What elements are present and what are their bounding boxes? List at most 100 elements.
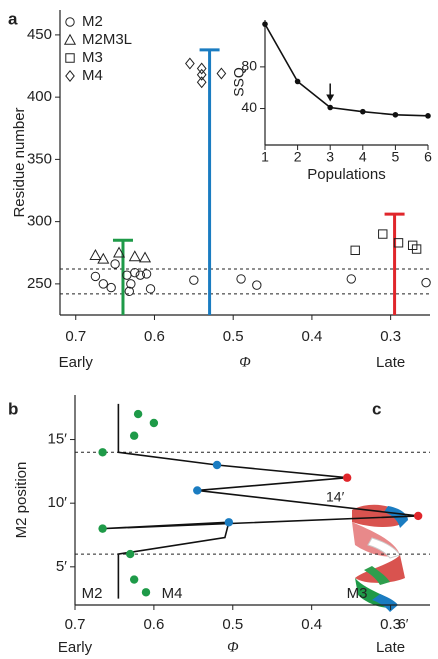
point (90, 271, 101, 282)
point (135, 270, 145, 280)
point (360, 108, 366, 115)
annotation: M2 (82, 585, 103, 602)
x-label: Φ (227, 639, 239, 655)
x-tick-label: 0.7 (65, 616, 86, 633)
panel-label: a (8, 9, 18, 28)
point (196, 62, 207, 75)
point (112, 246, 126, 258)
point (262, 21, 268, 27)
y-label: M2 position (13, 462, 30, 539)
point (89, 249, 102, 260)
point (421, 277, 431, 288)
x-annotation: Late (376, 639, 405, 656)
point (196, 68, 207, 81)
y-tick-label: 15′ (48, 431, 68, 448)
y-tick-label: 10′ (48, 494, 68, 511)
point (392, 111, 399, 118)
point (212, 460, 222, 470)
y-tick-label: 5′ (56, 558, 67, 575)
y-label: Residue number (11, 107, 28, 217)
y-tick-label: 250 (27, 275, 52, 292)
point (145, 284, 156, 294)
point (189, 275, 199, 285)
legend-label: M2 (82, 13, 103, 30)
y-label: SSQ (231, 67, 247, 97)
point (378, 229, 388, 239)
x-tick-label: 0.4 (301, 616, 322, 633)
y-tick-label: 450 (27, 26, 52, 43)
x-tick-label: 4 (359, 149, 367, 165)
y-tick-label: 400 (27, 88, 52, 105)
point (98, 448, 107, 457)
point (393, 238, 404, 248)
y-tick-label: 80 (241, 58, 257, 74)
point (126, 279, 136, 289)
x-tick-label: 1 (261, 149, 269, 165)
legend-label: M3 (82, 49, 103, 66)
x-label: Populations (307, 166, 385, 183)
point (129, 431, 139, 440)
point (98, 279, 108, 289)
x-tick-label: 6 (424, 149, 432, 165)
point (413, 511, 423, 521)
point (342, 473, 352, 482)
point (346, 274, 356, 284)
point (224, 518, 234, 527)
point (185, 57, 195, 70)
x-tick-label: 2 (294, 149, 302, 165)
point (327, 104, 334, 111)
x-tick-label: 0.6 (144, 328, 165, 345)
x-annotation: Early (59, 354, 94, 371)
point (196, 76, 207, 89)
point (411, 244, 422, 254)
x-tick-label: 3 (326, 149, 334, 165)
point (98, 524, 107, 533)
y-tick-label: 300 (27, 213, 52, 230)
point (350, 245, 360, 255)
point (149, 418, 159, 428)
point (193, 486, 202, 495)
legend-marker (65, 70, 75, 82)
point (128, 250, 141, 262)
point (425, 113, 431, 119)
x-tick-label: 0.5 (222, 616, 243, 633)
helix-ribbon (364, 566, 390, 585)
point (236, 274, 246, 284)
panel-label: c (372, 399, 381, 418)
legend-marker (65, 53, 75, 63)
x-annotation: Late (376, 354, 405, 371)
annotation: M4 (162, 585, 183, 602)
point (97, 252, 110, 264)
helix-label: 14′ (326, 489, 345, 505)
point (407, 240, 418, 250)
x-tick-label: 0.3 (380, 616, 401, 633)
helix (352, 504, 408, 612)
helix-ribbon (367, 537, 401, 559)
x-tick-label: 5 (392, 149, 400, 165)
point (294, 78, 301, 85)
arrow-head (326, 94, 335, 102)
point (130, 267, 140, 278)
point (138, 251, 152, 263)
point (110, 259, 120, 269)
point (141, 269, 152, 279)
annotation: M3 (347, 585, 368, 602)
point (252, 280, 262, 290)
helix-ribbon (355, 555, 405, 583)
x-tick-label: 0.4 (301, 328, 322, 345)
legend-marker (65, 17, 75, 27)
point (141, 588, 151, 597)
x-tick-label: 0.3 (380, 328, 401, 345)
point (129, 575, 139, 584)
helix-label: 6′ (398, 616, 409, 632)
legend-label: M2M3L (82, 31, 132, 48)
point (216, 67, 227, 80)
x-annotation: Early (58, 639, 93, 656)
point (126, 549, 135, 559)
point (124, 286, 134, 297)
point (133, 409, 143, 419)
x-tick-label: 0.6 (143, 616, 164, 633)
legend-marker (63, 33, 77, 45)
panel-label: b (8, 399, 18, 418)
